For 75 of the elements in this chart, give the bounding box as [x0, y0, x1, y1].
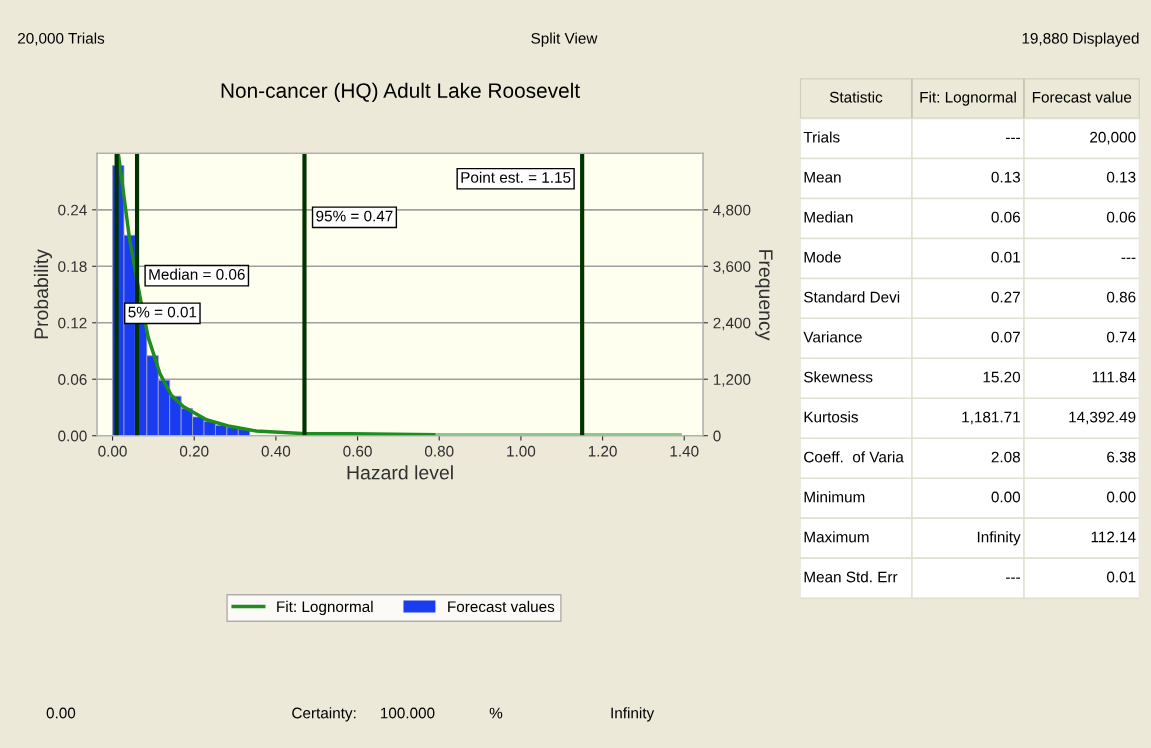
text: Kurtosis: [804, 411, 858, 423]
y-tick-label: 0.00: [58, 430, 87, 442]
ref-line-label: 95% = 0.47: [316, 210, 393, 222]
text: 20,000 Trials: [18, 32, 105, 46]
text: Skewness: [804, 371, 873, 383]
y-tick-label: 0.18: [58, 261, 87, 272]
text: Split View: [531, 32, 598, 47]
y-tick-label: 0.24: [58, 204, 87, 216]
x-tick-label: 0.80: [424, 445, 454, 457]
text: 0.27: [991, 291, 1020, 303]
y2-tick-label: 4,800: [713, 204, 751, 218]
text: 100.000: [380, 707, 435, 719]
x-tick-label: 1.40: [670, 445, 699, 457]
text: Fit: Lognormal: [920, 91, 1016, 106]
x-tick-label: 0.20: [179, 445, 209, 457]
text: %: [489, 707, 503, 719]
text: 0.74: [1106, 331, 1136, 343]
text: 112.14: [1091, 531, 1136, 543]
text: Mean: [804, 171, 841, 183]
y2-tick-label: 1,200: [713, 374, 751, 387]
text: 1,181.71: [962, 411, 1020, 425]
x-tick-label: 0.60: [343, 445, 372, 457]
text: 0.86: [1106, 291, 1136, 303]
text: 0.00: [991, 491, 1021, 503]
y2-tick-label: 3,600: [713, 261, 751, 274]
text: 0.13: [1106, 171, 1136, 183]
x-tick-label: 0.00: [98, 445, 127, 457]
text: ---: [1006, 577, 1020, 579]
ref-line-label: 5% = 0.01: [128, 306, 197, 318]
text: 2.08: [991, 451, 1020, 463]
text: 111.84: [1092, 371, 1136, 383]
ref-line-label: Median = 0.06: [149, 268, 245, 280]
text: 0.00: [1106, 491, 1136, 503]
y-axis-title: Probability: [33, 249, 53, 339]
text: Standard Devi: [804, 291, 900, 303]
text: Variance: [803, 331, 862, 343]
text: 0.01: [991, 251, 1020, 263]
legend-label: Forecast values: [448, 600, 555, 613]
text: Mode: [804, 251, 841, 263]
text: Mean Std. Err: [804, 571, 898, 583]
y-tick-label: 0.06: [58, 374, 87, 385]
x-tick-label: 1.20: [588, 445, 617, 457]
text: Certainty:: [292, 707, 356, 722]
text: Median: [804, 211, 853, 223]
text: Infinity: [977, 531, 1021, 546]
text: 6.38: [1107, 451, 1136, 463]
chart-title: Non-cancer (HQ) Adult Lake Roosevelt: [221, 82, 580, 103]
y-tick-label: 0.12: [58, 317, 87, 329]
text: Forecast value: [1032, 91, 1132, 103]
text: 0.07: [991, 331, 1020, 343]
x-axis-title: Hazard level: [347, 465, 453, 480]
text: Statistic: [829, 91, 883, 103]
text: Minimum: [804, 491, 865, 503]
y2-tick-label: 0: [713, 430, 721, 442]
text: 0.06: [991, 211, 1020, 223]
legend-label: Fit: Lognormal: [277, 600, 373, 616]
text: Trials: [803, 131, 840, 143]
text: 15.20: [983, 371, 1021, 383]
text: 14,392.49: [1069, 411, 1136, 425]
text: 20,000: [1090, 131, 1136, 145]
text: Infinity: [611, 707, 655, 722]
text: 19,880 Displayed: [1022, 32, 1139, 47]
text: 0.01: [1106, 571, 1136, 583]
x-tick-label: 1.00: [507, 445, 536, 457]
text: 0.13: [991, 171, 1020, 183]
y2-axis-title: Frequency: [755, 250, 773, 341]
text: 0.00: [46, 707, 76, 719]
x-tick-label: 0.40: [261, 445, 291, 457]
ref-line-label: Point est. = 1.15: [461, 171, 571, 183]
text: Maximum: [804, 531, 869, 543]
text: Coeff. of Varia: [804, 451, 904, 463]
y2-tick-label: 2,400: [713, 317, 751, 331]
text: 0.06: [1106, 211, 1136, 223]
text: ---: [1121, 257, 1136, 259]
text: ---: [1006, 137, 1020, 139]
